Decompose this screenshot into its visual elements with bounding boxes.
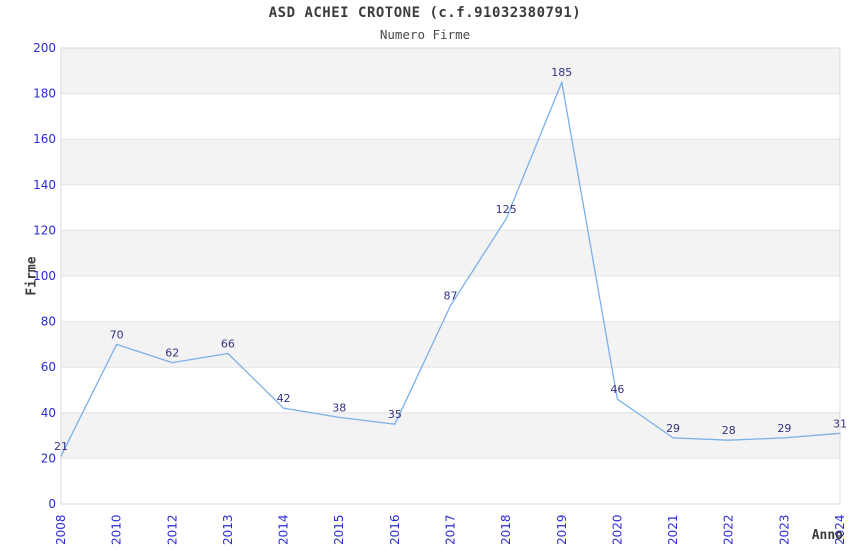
y-tick-label: 40 — [41, 406, 56, 420]
x-tick-label: 2008 — [54, 514, 68, 545]
x-tick-label: 2019 — [555, 514, 569, 545]
grid-band — [61, 412, 840, 459]
y-tick-label: 60 — [41, 360, 56, 374]
y-tick-label: 80 — [41, 315, 56, 329]
x-tick-label: 2018 — [499, 514, 513, 545]
x-tick-label: 2021 — [666, 514, 680, 545]
x-axis-title: Anno — [811, 528, 843, 543]
x-tick-label: 2014 — [277, 514, 291, 545]
y-tick-label: 20 — [41, 451, 56, 465]
y-tick-label: 120 — [33, 223, 56, 237]
y-tick-label: 200 — [33, 41, 56, 55]
x-tick-label: 2024 — [833, 514, 847, 545]
x-tick-label: 2015 — [332, 514, 346, 545]
data-point-label: 38 — [332, 401, 346, 414]
x-tick-label: 2023 — [777, 514, 791, 545]
data-point-label: 66 — [221, 338, 235, 351]
x-tick-label: 2012 — [165, 514, 179, 545]
data-point-label: 70 — [110, 328, 124, 341]
y-tick-label: 160 — [33, 132, 56, 146]
plot-border — [60, 47, 841, 505]
data-point-label: 62 — [165, 347, 179, 360]
data-point-label: 87 — [444, 290, 458, 303]
data-point-label: 28 — [722, 424, 736, 437]
x-tick-label: 2010 — [110, 514, 124, 545]
grid-band — [61, 230, 840, 276]
data-point-label: 21 — [54, 440, 68, 453]
chart-subtitle: Numero Firme — [379, 27, 471, 42]
data-line — [60, 81, 841, 457]
grid-band — [61, 48, 840, 94]
data-point-label: 29 — [777, 422, 791, 435]
y-tick-label: 140 — [33, 178, 56, 192]
y-tick-label: 180 — [33, 87, 56, 101]
y-tick-label: 0 — [48, 497, 56, 511]
x-tick-label: 2017 — [444, 514, 458, 545]
data-point-label: 185 — [551, 66, 572, 79]
y-axis-title: Firme — [24, 256, 40, 296]
data-point-label: 31 — [833, 417, 847, 430]
x-tick-label: 2013 — [221, 514, 235, 545]
x-tick-label: 2020 — [610, 514, 624, 545]
data-point-label: 29 — [666, 422, 680, 435]
data-point-label: 42 — [277, 392, 291, 405]
data-point-label: 35 — [388, 408, 402, 421]
grid-band — [61, 139, 840, 185]
chart-title: ASD ACHEI CROTONE (c.f.91032380791) — [268, 5, 582, 21]
data-point-label: 125 — [496, 203, 517, 216]
y-tick-label: 100 — [33, 269, 56, 283]
x-tick-label: 2022 — [722, 514, 736, 545]
data-point-label: 46 — [610, 383, 624, 396]
grid-band — [61, 321, 840, 368]
x-tick-label: 2016 — [388, 514, 402, 545]
